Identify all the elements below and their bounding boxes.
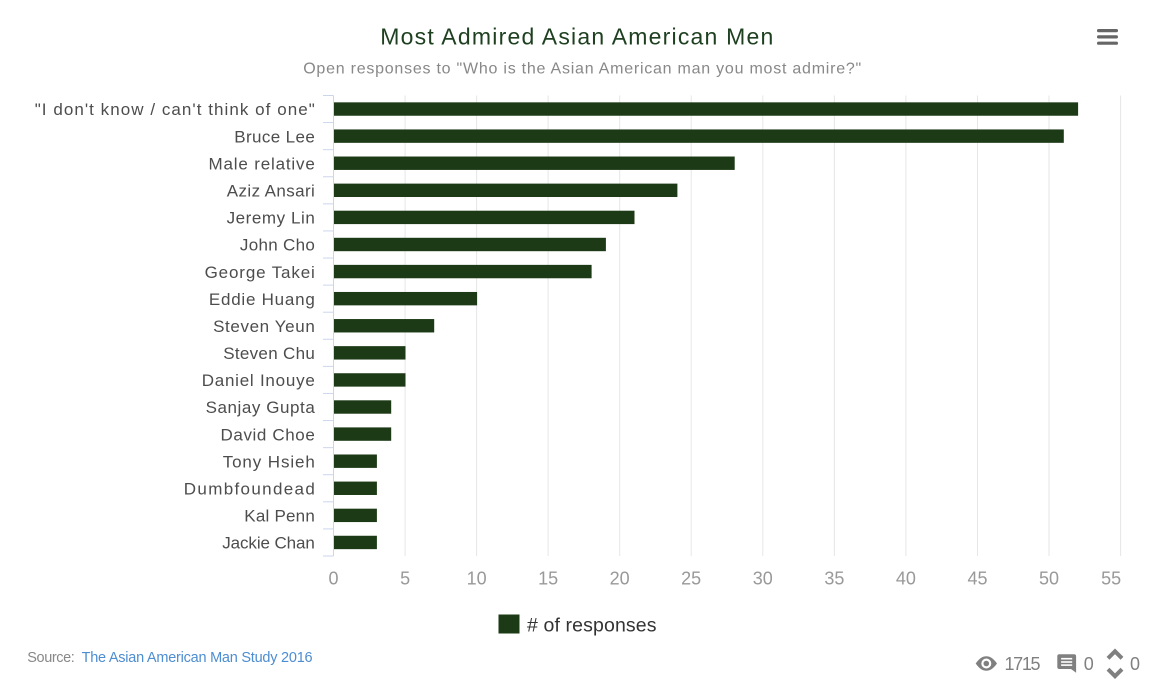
svg-text:Most Admired Asian American Me: Most Admired Asian American Men (380, 23, 773, 49)
svg-text:# of responses: # of responses (527, 615, 657, 637)
svg-text:Steven Yeun: Steven Yeun (213, 317, 315, 336)
svg-text:Sanjay Gupta: Sanjay Gupta (206, 398, 316, 417)
svg-text:John Cho: John Cho (240, 236, 315, 255)
svg-text:45: 45 (967, 569, 987, 589)
svg-text:Daniel Inouye: Daniel Inouye (202, 371, 315, 390)
svg-text:Source:: Source: (27, 650, 75, 666)
svg-text:Jackie Chan: Jackie Chan (222, 534, 315, 553)
svg-text:Open responses to "Who is the: Open responses to "Who is the Asian Amer… (303, 61, 861, 78)
svg-text:Steven Chu: Steven Chu (223, 344, 315, 363)
svg-text:"I don't know / can't think of: "I don't know / can't think of one" (35, 100, 315, 119)
svg-text:15: 15 (538, 569, 558, 589)
svg-text:Eddie Huang: Eddie Huang (209, 290, 315, 309)
svg-text:1715: 1715 (1005, 654, 1041, 674)
svg-text:Kal Penn: Kal Penn (244, 507, 315, 526)
svg-text:5: 5 (400, 569, 410, 589)
svg-text:0: 0 (328, 569, 338, 589)
svg-text:George Takei: George Takei (205, 263, 315, 282)
svg-text:10: 10 (467, 569, 487, 589)
svg-text:0: 0 (1084, 654, 1094, 674)
svg-text:55: 55 (1101, 569, 1121, 589)
svg-text:35: 35 (824, 569, 844, 589)
svg-text:Male relative: Male relative (209, 154, 315, 173)
svg-text:The Asian American Man Study 2: The Asian American Man Study 2016 (82, 650, 313, 666)
svg-text:20: 20 (610, 569, 630, 589)
svg-text:Dumbfoundead: Dumbfoundead (184, 480, 315, 499)
svg-text:Jeremy Lin: Jeremy Lin (227, 209, 315, 228)
svg-text:Aziz Ansari: Aziz Ansari (227, 182, 315, 201)
svg-text:0: 0 (1130, 654, 1140, 674)
svg-text:Bruce Lee: Bruce Lee (234, 127, 315, 146)
svg-text:50: 50 (1039, 569, 1059, 589)
svg-text:25: 25 (681, 569, 701, 589)
svg-text:30: 30 (753, 569, 773, 589)
svg-text:Tony Hsieh: Tony Hsieh (223, 452, 315, 471)
svg-text:David Choe: David Choe (221, 425, 315, 444)
svg-text:40: 40 (896, 569, 916, 589)
